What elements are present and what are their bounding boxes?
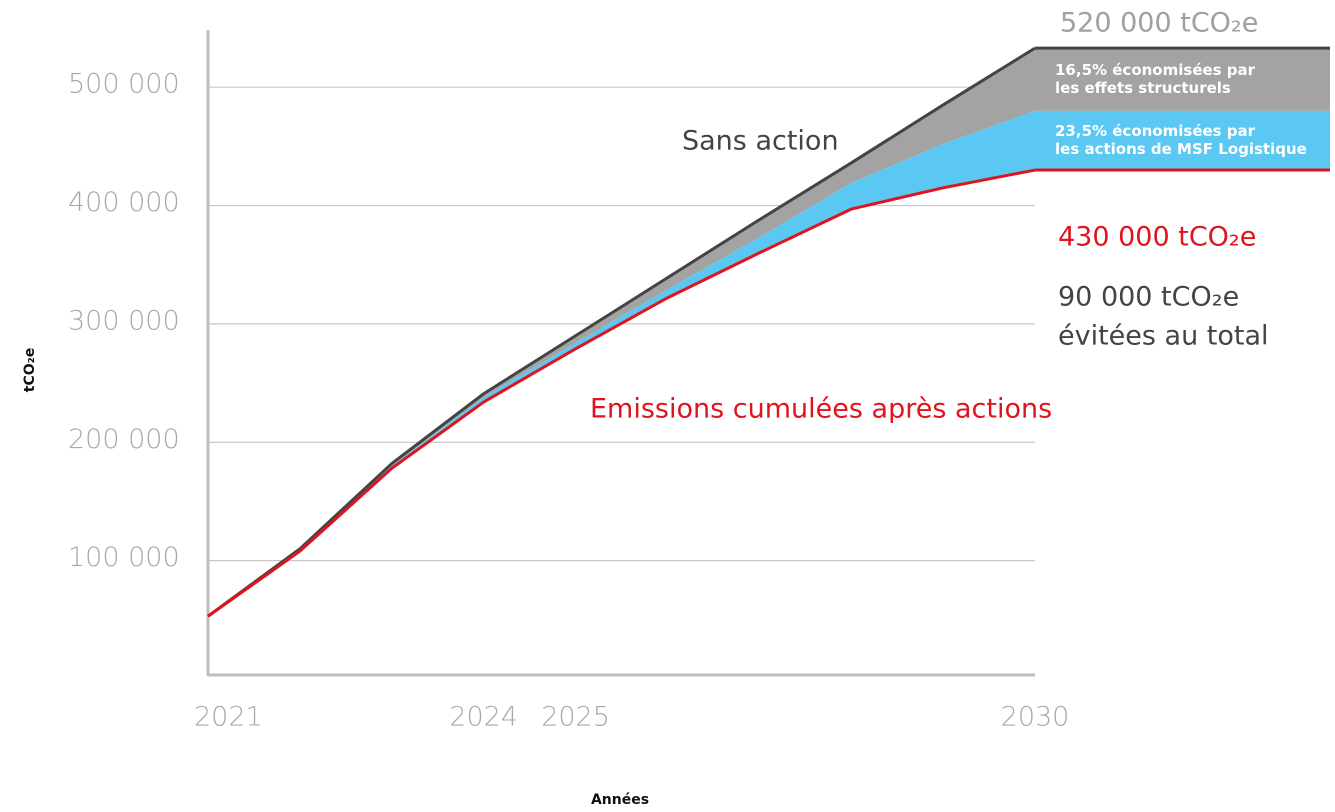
y-tick-label: 400 000: [68, 187, 180, 218]
series-label: Sans action: [682, 126, 839, 157]
band-area: [208, 48, 1035, 617]
annotation: 520 000 tCO₂e: [1060, 8, 1258, 39]
band-box: [1035, 110, 1330, 171]
y-axis-label: tCO₂e: [22, 348, 38, 393]
series-line: [207, 168, 1036, 618]
annotation: 430 000 tCO₂e: [1058, 222, 1256, 253]
x-tick-label: 2024: [449, 702, 518, 733]
x-axis-label: Années: [591, 792, 649, 808]
series-label: Emissions cumulées après actions: [590, 394, 1052, 425]
y-tick-label: 500 000: [68, 69, 180, 100]
y-tick-label: 100 000: [68, 542, 180, 573]
annotation: 90 000 tCO₂e: [1058, 282, 1239, 313]
band-label: 16,5% économisées par: [1055, 61, 1256, 79]
y-tick-label: 300 000: [68, 305, 180, 336]
x-tick-label: 2021: [194, 702, 263, 733]
band-label: 23,5% économisées par: [1055, 122, 1256, 140]
y-tick-label: 200 000: [68, 424, 180, 455]
x-tick-label: 2030: [1001, 702, 1070, 733]
band-label: les effets structurels: [1055, 79, 1231, 97]
annotation: évitées au total: [1058, 321, 1269, 352]
band-box: [1035, 48, 1330, 111]
x-tick-label: 2025: [541, 702, 610, 733]
band-area: [208, 110, 1035, 617]
band-label: les actions de MSF Logistique: [1055, 140, 1307, 158]
series-line: [207, 46, 1036, 618]
